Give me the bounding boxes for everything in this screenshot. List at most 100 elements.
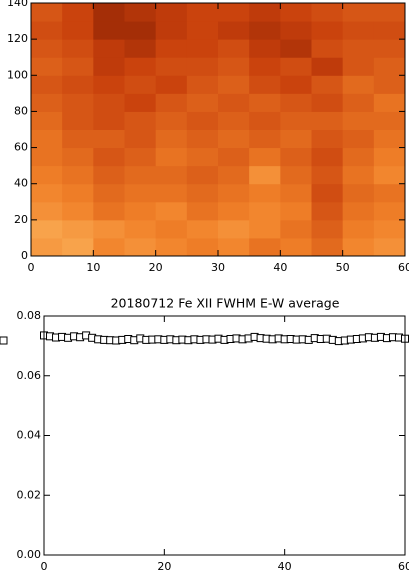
heatmap-cell: [373, 165, 406, 185]
y-tick-label: 0.00: [17, 548, 42, 561]
heatmap-cell: [155, 219, 188, 239]
y-tick-label: 120: [7, 32, 28, 45]
heatmap-cell: [249, 237, 281, 257]
heatmap-cell: [31, 129, 63, 149]
heatmap-cell: [155, 39, 188, 58]
heatmap-cell: [124, 3, 157, 22]
heatmap-cell: [31, 21, 63, 40]
heatmap-cell: [249, 147, 281, 167]
heatmap-cell: [249, 57, 281, 76]
heatmap-cell: [93, 57, 125, 76]
heatmap-cell: [93, 75, 125, 94]
heatmap-cell: [249, 39, 281, 58]
heatmap-cell: [31, 93, 63, 112]
y-tick-label: 40: [14, 177, 28, 190]
heatmap-cell: [124, 111, 157, 130]
heatmap-cell: [155, 57, 188, 76]
heatmap-cell: [373, 3, 406, 22]
heatmap-cell: [311, 3, 344, 22]
heatmap-cell: [373, 75, 406, 94]
x-tick-label: 20: [157, 560, 171, 573]
heatmap-cell: [31, 75, 63, 94]
heatmap-cell: [62, 39, 94, 58]
heatmap-cell: [280, 165, 312, 185]
x-tick-label: 40: [273, 261, 287, 274]
heatmap-cell: [280, 237, 312, 257]
heatmap-cell: [31, 183, 63, 203]
heatmap-cell: [218, 57, 250, 76]
heatmap-cell: [342, 237, 375, 257]
heatmap-cell: [280, 75, 312, 94]
heatmap-cell: [31, 3, 63, 22]
heatmap-cell: [311, 183, 344, 203]
heatmap-cell: [93, 201, 125, 221]
heatmap-cell: [218, 111, 250, 130]
y-tick-label: 80: [14, 104, 28, 117]
heatmap-cell: [373, 201, 406, 221]
x-tick-label: 50: [336, 261, 350, 274]
y-tick-label: 140: [7, 0, 28, 9]
heatmap-cell: [249, 129, 281, 149]
heatmap-cell: [31, 219, 63, 239]
heatmap-cell: [31, 147, 63, 167]
y-tick-label: 0.02: [17, 488, 42, 501]
heatmap-cell: [373, 21, 406, 40]
heatmap-cell: [249, 201, 281, 221]
y-tick-label: 60: [14, 141, 28, 154]
heatmap-cell: [62, 93, 94, 112]
heatmap-cell: [124, 147, 157, 167]
heatmap-cell: [186, 237, 219, 257]
heatmap-cell: [93, 3, 125, 22]
heatmap-cell: [186, 57, 219, 76]
heatmap-cell: [373, 219, 406, 239]
heatmap-cell: [342, 219, 375, 239]
x-tick-label: 0: [41, 560, 48, 573]
heatmap-cell: [373, 147, 406, 167]
heatmap-cell: [373, 57, 406, 76]
heatmap-cell: [373, 111, 406, 130]
heatmap-cell: [311, 39, 344, 58]
heatmap-cell: [311, 201, 344, 221]
heatmap-cell: [93, 219, 125, 239]
heatmap-cell: [218, 75, 250, 94]
heatmap-cell: [218, 219, 250, 239]
heatmap-cell: [280, 147, 312, 167]
heatmap-cell: [31, 57, 63, 76]
heatmap-cell: [311, 129, 344, 149]
heatmap-cell: [218, 237, 250, 257]
x-tick-label: 40: [278, 560, 292, 573]
heatmap-cell: [373, 183, 406, 203]
heatmap-cell: [124, 93, 157, 112]
heatmap-cell: [342, 75, 375, 94]
heatmap-cell: [280, 3, 312, 22]
heatmap-cell: [155, 111, 188, 130]
heatmap-cell: [93, 183, 125, 203]
heatmap-cell: [155, 129, 188, 149]
heatmap-cell: [31, 39, 63, 58]
heatmap-cell: [124, 201, 157, 221]
heatmap-cell: [280, 183, 312, 203]
heatmap-cell: [342, 165, 375, 185]
heatmap-cell: [155, 93, 188, 112]
heatmap-cell: [62, 237, 94, 257]
heatmap-cell: [31, 237, 63, 257]
heatmap-cell: [155, 21, 188, 40]
y-tick-label: 0.04: [17, 429, 42, 442]
heatmap-cell: [186, 75, 219, 94]
heatmap-cell: [186, 21, 219, 40]
heatmap-cell: [186, 147, 219, 167]
x-tick-label: 30: [211, 261, 225, 274]
heatmap-cell: [186, 201, 219, 221]
heatmap-cell: [93, 39, 125, 58]
heatmap-cell: [342, 57, 375, 76]
x-tick-label: 20: [149, 261, 163, 274]
heatmap-cell: [155, 147, 188, 167]
heatmap-cell: [124, 39, 157, 58]
heatmap-cell: [186, 183, 219, 203]
x-tick-label: 60: [398, 261, 409, 274]
heatmap-cell: [62, 201, 94, 221]
heatmap-cell: [311, 219, 344, 239]
heatmap-cell: [93, 165, 125, 185]
heatmap-cell: [218, 3, 250, 22]
